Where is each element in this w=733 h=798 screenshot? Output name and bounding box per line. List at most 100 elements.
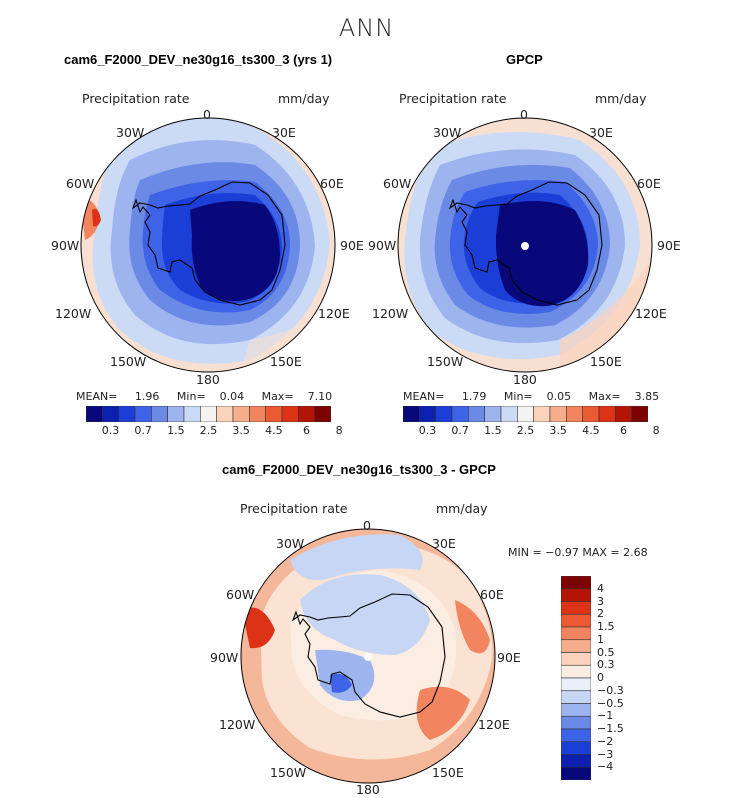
colorbar-tick-label: 2	[597, 607, 604, 621]
colorbar-tick-label: −1	[597, 709, 614, 723]
colorbar-swatch	[561, 741, 591, 755]
panel-3-lon-label: 90W	[210, 650, 239, 665]
colorbar-swatch	[561, 766, 591, 780]
panel-3-lon-label: 30E	[432, 536, 456, 551]
panel-2-lon-label: 150E	[590, 354, 622, 369]
panel-1-stats: MEAN= 1.96 Min= 0.04 Max= 7.10	[76, 390, 333, 403]
panel-3-colorbar	[561, 576, 591, 780]
colorbar-tick-label: 0.3	[101, 424, 120, 437]
colorbar-tick-label: −0.5	[597, 696, 624, 710]
panel-2-lon-label: 60W	[383, 176, 412, 191]
panel-2-lon-label: 60E	[637, 176, 661, 191]
panel-3-stats: MIN = −0.97 MAX = 2.68	[508, 546, 648, 559]
colorbar-swatch	[86, 406, 103, 422]
panel-2-variable-label: Precipitation rate	[399, 91, 507, 106]
panel-1-lon-label: 120W	[55, 306, 92, 321]
panel-1-lon-label: 150W	[110, 354, 147, 369]
panel-3-lon-label: 150W	[270, 765, 307, 780]
panel-1-colorbar-labels: 0.3 0.7 1.5 2.5 3.5 4.5 6 8	[86, 424, 343, 440]
colorbar-swatch	[598, 406, 616, 422]
colorbar-swatch	[118, 406, 136, 422]
panel-2-lon-label: 120E	[635, 306, 667, 321]
panel-1-field	[81, 118, 335, 372]
colorbar-swatch	[167, 406, 185, 422]
colorbar-swatch	[484, 406, 502, 422]
colorbar-swatch	[249, 406, 266, 422]
colorbar-tick-label: 0	[597, 671, 604, 684]
panel-2-lon-label: 30E	[589, 125, 613, 140]
panel-1-colorbar	[86, 406, 331, 422]
colorbar-tick-label: 0.7	[134, 424, 152, 437]
colorbar-tick-label: 6	[303, 424, 310, 437]
panel-2-lon-label: 90W	[368, 238, 397, 253]
panel-3-lon-label: 60W	[226, 587, 255, 602]
colorbar-swatch	[314, 406, 331, 422]
panel-3-lon-label: 120W	[219, 717, 256, 732]
colorbar-swatch	[281, 406, 299, 422]
colorbar-tick-label: 8	[335, 424, 343, 437]
colorbar-swatch	[183, 406, 201, 422]
panel-3-units-label: mm/day	[436, 501, 488, 516]
colorbar-tick-label: 3.5	[232, 424, 250, 437]
colorbar-swatch	[134, 406, 152, 422]
panel-3-lon-label: 30W	[276, 536, 305, 551]
panel-1-lon-label: 180	[196, 372, 220, 387]
panel-1-lon-label: 120E	[318, 306, 350, 321]
colorbar-tick-label: 4.5	[582, 424, 600, 437]
colorbar-tick-label: −3	[597, 747, 614, 761]
panel-3-variable-label: Precipitation rate	[240, 501, 348, 516]
panel-3-field	[241, 529, 495, 783]
colorbar-tick-label: 1.5	[597, 620, 615, 633]
colorbar-swatch	[566, 406, 583, 422]
panel-1-variable-label: Precipitation rate	[82, 91, 190, 106]
colorbar-tick-label: 2.5	[516, 424, 535, 437]
panel-3-lon-label: 120E	[478, 717, 510, 732]
colorbar-tick-label: 0.3	[597, 658, 615, 672]
colorbar-swatch	[561, 626, 591, 641]
panel-2-title: GPCP	[506, 52, 543, 67]
colorbar-swatch	[561, 576, 591, 590]
panel-1-lon-label: 0	[203, 107, 211, 122]
panel-3-lon-label: 60E	[480, 587, 504, 602]
colorbar-tick-label: 1.5	[484, 424, 502, 437]
panel-3-lon-label: 150E	[432, 765, 464, 780]
colorbar-swatch	[500, 406, 518, 422]
colorbar-swatch	[561, 690, 591, 704]
colorbar-tick-label: −4	[597, 760, 614, 774]
colorbar-tick-label: −0.3	[597, 683, 624, 697]
panel-2-lon-label: 0	[520, 107, 528, 122]
colorbar-swatch	[403, 406, 420, 422]
colorbar-tick-label: 6	[620, 424, 627, 437]
panel-3-coastline	[291, 593, 446, 718]
colorbar-swatch	[561, 728, 591, 743]
colorbar-swatch	[419, 406, 436, 422]
panel-2-colorbar	[403, 406, 648, 422]
colorbar-swatch	[151, 406, 168, 422]
colorbar-swatch	[561, 703, 591, 717]
panel-2-stats: MEAN= 1.79 Min= 0.05 Max= 3.85	[403, 390, 660, 403]
colorbar-tick-label: 0.5	[597, 645, 615, 659]
colorbar-swatch	[298, 406, 315, 422]
panel-3-lon-label: 0	[363, 518, 371, 533]
colorbar-swatch	[615, 406, 632, 422]
panel-2-pole-marker	[521, 242, 529, 250]
panel-2-map-border	[397, 117, 653, 373]
panel-1-lon-label: 60E	[320, 176, 344, 191]
panel-2-lon-label: 180	[513, 372, 537, 387]
panel-1-units-label: mm/day	[278, 91, 330, 106]
colorbar-swatch	[468, 406, 485, 422]
colorbar-tick-label: −2	[597, 734, 614, 748]
colorbar-tick-label: 3.5	[549, 424, 567, 437]
colorbar-swatch	[561, 715, 591, 730]
colorbar-tick-label: 1	[597, 632, 604, 646]
colorbar-swatch	[435, 406, 453, 422]
panel-2-colorbar-labels: 0.3 0.7 1.5 2.5 3.5 4.5 6 8	[403, 424, 660, 440]
colorbar-swatch	[561, 613, 591, 628]
panel-1-map-border	[80, 117, 336, 373]
colorbar-swatch	[200, 406, 217, 422]
colorbar-swatch	[561, 664, 591, 679]
panel-1-lon-label: 30W	[116, 125, 145, 140]
panel-2-lon-label: 150W	[427, 354, 464, 369]
colorbar-tick-label: 0.7	[451, 424, 469, 437]
